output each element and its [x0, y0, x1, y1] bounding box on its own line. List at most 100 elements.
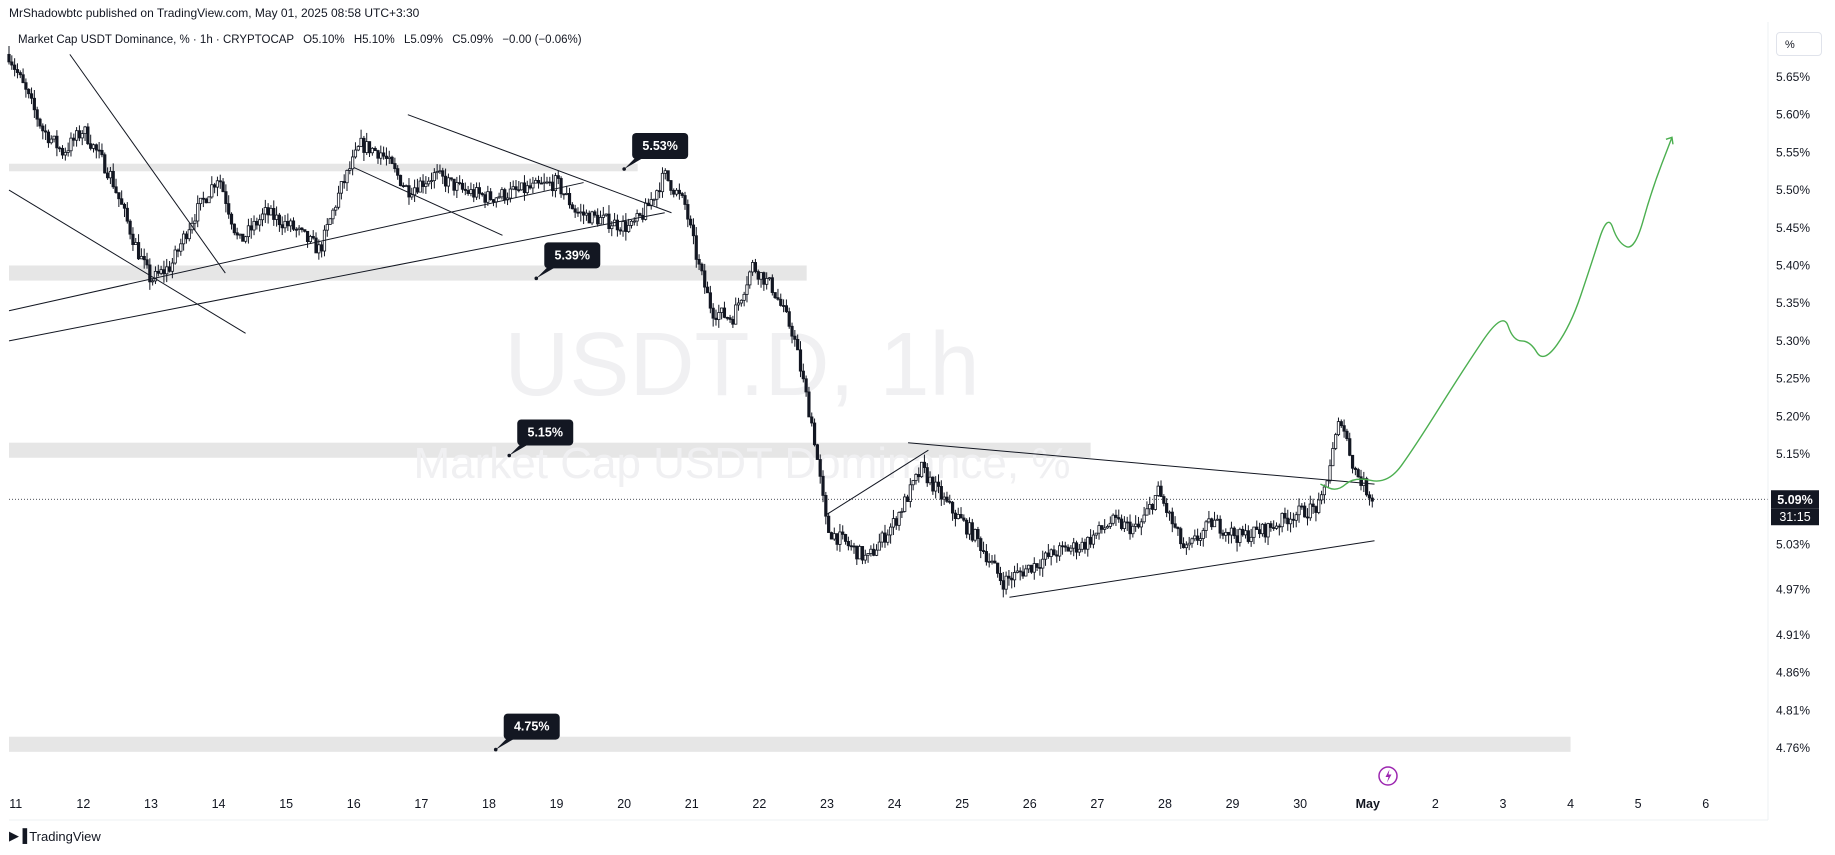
- candle: [1283, 507, 1287, 524]
- zone-band-3[interactable]: [9, 736, 1571, 752]
- trendline-3[interactable]: [8, 212, 665, 342]
- candle: [548, 176, 552, 187]
- candle: [376, 149, 380, 164]
- candle: [243, 235, 248, 244]
- candle: [880, 530, 884, 548]
- symbol-legend[interactable]: Market Cap USDT Dominance, % · 1h · CRYP…: [18, 34, 582, 46]
- trendline-8[interactable]: [1009, 540, 1375, 598]
- candle: [629, 219, 634, 229]
- candle: [821, 470, 825, 503]
- candle: [458, 175, 462, 186]
- levels-layer[interactable]: 5.53% 5.39% 5.15% 4.75%: [493, 132, 689, 752]
- candle: [94, 143, 98, 159]
- level-label-1[interactable]: 5.39%: [534, 242, 601, 281]
- candle: [1350, 454, 1355, 474]
- candle: [103, 152, 107, 174]
- candle: [280, 216, 284, 236]
- candle: [179, 238, 183, 256]
- candle: [421, 174, 425, 194]
- candle: [353, 142, 358, 159]
- trendline-1[interactable]: [8, 189, 246, 334]
- projection-path[interactable]: [1320, 137, 1673, 490]
- candle: [480, 191, 484, 197]
- candle: [1072, 537, 1076, 557]
- candle: [674, 188, 679, 197]
- candle: [35, 106, 39, 127]
- candle: [221, 178, 225, 193]
- candle: [145, 252, 149, 269]
- trendline-5[interactable]: [353, 167, 503, 236]
- candle: [852, 542, 856, 554]
- trendline-7[interactable]: [908, 442, 1375, 485]
- candle: [1328, 459, 1332, 484]
- candle: [472, 183, 476, 203]
- candle: [291, 217, 296, 231]
- candle: [373, 146, 377, 152]
- candle: [762, 271, 766, 291]
- zone-band-1[interactable]: [9, 265, 807, 281]
- candle: [362, 135, 366, 162]
- candle: [725, 316, 729, 321]
- y-axis[interactable]: 5.65% 5.60% 5.55% 5.50% 5.45% 5.40% 5.35% 5.30%…: [1776, 70, 1810, 755]
- candle: [753, 258, 758, 274]
- candle: [936, 474, 941, 494]
- candle: [950, 500, 955, 521]
- legend-symbol[interactable]: Market Cap USDT Dominance, % · 1h · CRYP…: [18, 34, 294, 46]
- zone-band-0[interactable]: [9, 163, 638, 172]
- candle: [218, 174, 222, 189]
- candle: [1345, 428, 1349, 442]
- x-axis[interactable]: 11 12 13 14 15 16 17 18 19 20 21 22 23 24 25 26 27 28 29 30…: [9, 797, 1709, 811]
- candle: [52, 135, 56, 143]
- axes-layer[interactable]: 5.65% 5.60% 5.55% 5.50% 5.45% 5.40% 5.35% 5.30%…: [9, 22, 1819, 821]
- watermark-main: USDT.D, 1h: [504, 315, 979, 415]
- zone-band-2[interactable]: [9, 442, 1091, 458]
- candle: [751, 259, 755, 276]
- scale-mode-button[interactable]: %: [1776, 32, 1822, 56]
- candle: [835, 533, 839, 551]
- y-tick-label: 5.45%: [1776, 221, 1810, 235]
- y-tick-label: 4.91%: [1776, 628, 1810, 642]
- candle: [928, 471, 932, 486]
- candle: [1010, 572, 1014, 589]
- level-label-3[interactable]: 4.75%: [493, 713, 560, 752]
- alert-icon[interactable]: [1378, 766, 1398, 786]
- candle: [981, 541, 986, 554]
- trendline-2[interactable]: [8, 182, 584, 312]
- level-label-0[interactable]: 5.53%: [622, 132, 689, 171]
- candle: [1156, 481, 1160, 497]
- candle: [272, 200, 276, 226]
- level-label-2[interactable]: 5.15%: [507, 419, 574, 458]
- candle: [815, 443, 819, 460]
- candle: [1317, 492, 1321, 515]
- candle: [331, 208, 335, 225]
- candle: [351, 149, 355, 176]
- candle: [793, 330, 797, 347]
- candle: [505, 192, 510, 206]
- candle: [27, 88, 31, 99]
- candle: [128, 219, 132, 240]
- candle: [708, 285, 712, 314]
- candle: [953, 509, 958, 527]
- tradingview-brand[interactable]: ▶▐ TradingView: [9, 828, 101, 844]
- candle: [176, 248, 180, 258]
- candle: [215, 176, 220, 197]
- legend-low: L5.09%: [403, 34, 443, 46]
- candle: [779, 293, 783, 307]
- trendlines-layer[interactable]: [8, 54, 1375, 598]
- trendline-0[interactable]: [69, 54, 226, 274]
- candle: [108, 166, 112, 185]
- candle: [1359, 469, 1363, 491]
- projection-layer[interactable]: [1320, 136, 1674, 490]
- candle: [615, 214, 620, 237]
- candle: [455, 176, 459, 199]
- candle: [686, 199, 690, 228]
- candle: [1229, 521, 1234, 544]
- candle: [449, 177, 453, 182]
- trendline-4[interactable]: [407, 114, 672, 214]
- candle: [911, 479, 915, 491]
- x-tick-label: 16: [347, 797, 361, 811]
- y-tick-label: 4.86%: [1776, 666, 1810, 680]
- trendline-6[interactable]: [826, 449, 929, 515]
- candle: [863, 549, 867, 564]
